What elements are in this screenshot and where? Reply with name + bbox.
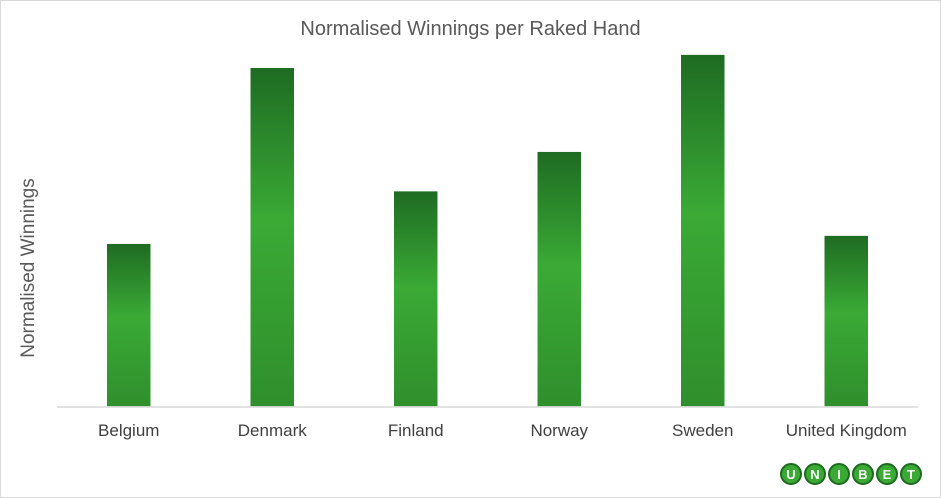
bar-norway xyxy=(536,150,583,408)
x-tick-label: Sweden xyxy=(672,421,733,440)
x-tick-labels: Belgium Denmark Finland Norway Sweden United … xyxy=(98,421,907,440)
x-tick-label: Norway xyxy=(530,421,588,440)
logo-letter: E xyxy=(876,463,898,485)
x-tick-label: Belgium xyxy=(98,421,159,440)
logo-letter: I xyxy=(828,463,850,485)
x-tick-label: Finland xyxy=(388,421,444,440)
logo-letter: N xyxy=(804,463,826,485)
x-tick-label: United Kingdom xyxy=(786,421,907,440)
bar-sweden xyxy=(679,53,726,408)
bars-group xyxy=(105,53,870,408)
chart-title: Normalised Winnings per Raked Hand xyxy=(300,18,641,40)
x-tick-label: Denmark xyxy=(238,421,307,440)
bar-finland xyxy=(392,189,439,408)
bar-belgium xyxy=(105,242,152,408)
logo-letter: B xyxy=(852,463,874,485)
bar-denmark xyxy=(249,66,296,408)
logo-letter: T xyxy=(900,463,922,485)
bar-united-kingdom xyxy=(823,234,870,408)
unibet-logo: U N I B E T xyxy=(780,463,922,485)
logo-letter: U xyxy=(780,463,802,485)
